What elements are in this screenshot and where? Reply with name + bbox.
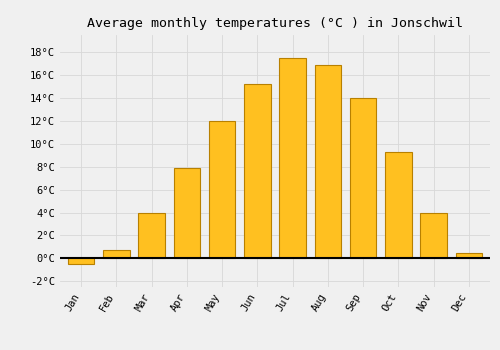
Bar bbox=[209, 121, 236, 258]
Bar bbox=[174, 168, 200, 258]
Title: Average monthly temperatures (°C ) in Jonschwil: Average monthly temperatures (°C ) in Jo… bbox=[87, 17, 463, 30]
Bar bbox=[280, 58, 306, 258]
Bar bbox=[138, 212, 165, 258]
Bar bbox=[244, 84, 270, 258]
Bar bbox=[68, 258, 94, 264]
Bar bbox=[456, 253, 482, 258]
Bar bbox=[103, 250, 130, 258]
Bar bbox=[314, 65, 341, 258]
Bar bbox=[385, 152, 411, 258]
Bar bbox=[350, 98, 376, 258]
Bar bbox=[420, 212, 447, 258]
